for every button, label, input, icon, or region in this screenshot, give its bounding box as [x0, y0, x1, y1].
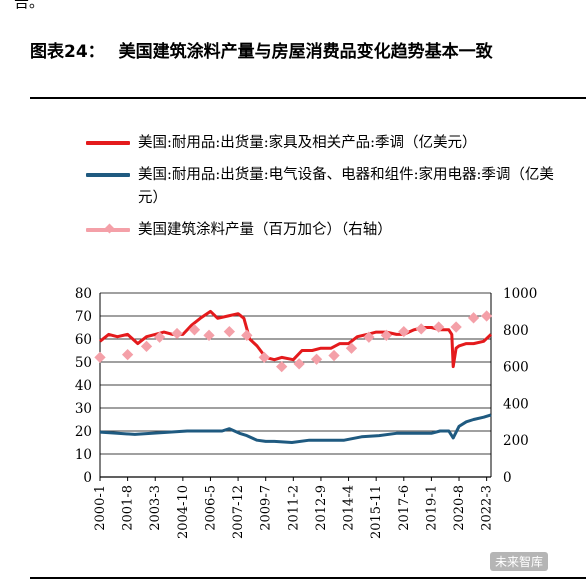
x-tick-label: 2004-10 [176, 485, 191, 539]
x-tick-label: 2022-3 [480, 485, 495, 531]
coatings-marker [153, 331, 166, 343]
x-tick-label: 2003-3 [148, 485, 163, 531]
x-tick-label: 2015-11 [369, 485, 384, 539]
x-tick-label: 2006-5 [203, 485, 218, 531]
series-line-furniture [99, 309, 493, 369]
y-left-tick-label: 10 [75, 447, 92, 463]
x-tick-label: 2000-1 [93, 485, 108, 531]
coatings-marker [293, 358, 305, 370]
bottom-rule [30, 577, 586, 579]
coatings-marker [203, 329, 215, 341]
x-tick-label: 2009-7 [259, 485, 274, 531]
coatings-marker [415, 323, 427, 335]
legend-label-electrical: 美国:耐用品:出货量:电气设备、电器和组件:家用电器:季调（亿美元） [138, 167, 554, 206]
coatings-marker [223, 325, 236, 338]
y-left-tick-label: 80 [75, 286, 92, 302]
y-right-tick-label: 0 [503, 470, 512, 486]
y-right-tick-label: 1000 [503, 286, 537, 302]
coatings-marker [328, 349, 340, 362]
x-tick-label: 2020-8 [452, 485, 467, 531]
x-tick-label: 2012-9 [314, 485, 329, 531]
x-tick-label: 2001-8 [121, 485, 136, 531]
coatings-marker [480, 310, 493, 322]
y-left-tick-label: 70 [75, 309, 92, 325]
coatings-marker [188, 324, 201, 336]
coatings-marker [380, 329, 393, 341]
figure-title: 图表24： 美国建筑涂料产量与房屋消费品变化趋势基本一致 [30, 40, 582, 65]
coatings-marker [450, 321, 462, 333]
legend-swatch-electrical [86, 173, 130, 177]
preceding-text-fragment: 告。 [14, 0, 45, 11]
coatings-marker [121, 348, 134, 361]
x-tick-label: 2007-12 [231, 485, 246, 539]
coatings-marker [467, 312, 480, 324]
coatings-marker [363, 331, 375, 343]
y-right-tick-label: 400 [503, 396, 529, 412]
figure-title-text: 美国建筑涂料产量与房屋消费品变化趋势基本一致 [118, 42, 493, 62]
x-tick-label: 2011-2 [286, 485, 301, 531]
legend-label-furniture: 美国:耐用品:出货量:家具及相关产品:季调（亿美元） [138, 135, 477, 151]
x-tick-label: 2014-4 [342, 485, 357, 531]
coatings-marker [398, 325, 410, 338]
series-line-electrical [99, 413, 492, 444]
coatings-marker [94, 351, 106, 364]
coatings-marker [310, 353, 323, 365]
y-right-tick-label: 200 [503, 433, 529, 449]
coatings-marker [433, 321, 445, 333]
x-tick-label: 2017-6 [397, 485, 412, 531]
y-left-tick-label: 30 [75, 401, 92, 417]
legend-item-electrical: 美国:耐用品:出货量:电气设备、电器和组件:家用电器:季调（亿美元） [86, 164, 556, 210]
legend-item-furniture: 美国:耐用品:出货量:家具及相关产品:季调（亿美元） [86, 132, 556, 155]
figure-label: 图表24： [30, 42, 105, 62]
y-left-tick-label: 50 [75, 355, 92, 371]
y-left-tick-label: 20 [75, 424, 92, 440]
coatings-marker [276, 360, 288, 373]
legend-item-coatings: 美国建筑涂料产量（百万加仑）（右轴） [86, 219, 556, 242]
x-tick-label: 2019-1 [424, 485, 439, 531]
coatings-marker [345, 342, 358, 354]
y-left-tick-label: 0 [83, 470, 92, 486]
y-left-tick-label: 60 [75, 332, 92, 348]
y-right-tick-label: 600 [503, 360, 529, 376]
legend-label-coatings: 美国建筑涂料产量（百万加仑）（右轴） [138, 222, 392, 238]
coatings-marker [241, 329, 253, 341]
coatings-marker [258, 351, 270, 364]
coatings-marker [171, 327, 183, 340]
watermark: 未来智库 [490, 552, 549, 571]
y-right-tick-label: 800 [503, 323, 529, 339]
title-rule [30, 97, 586, 99]
coatings-marker [140, 340, 153, 353]
legend-swatch-furniture [86, 141, 130, 145]
y-left-tick-label: 40 [75, 378, 92, 394]
chart-legend: 美国:耐用品:出货量:家具及相关产品:季调（亿美元） 美国:耐用品:出货量:电气… [86, 132, 556, 251]
